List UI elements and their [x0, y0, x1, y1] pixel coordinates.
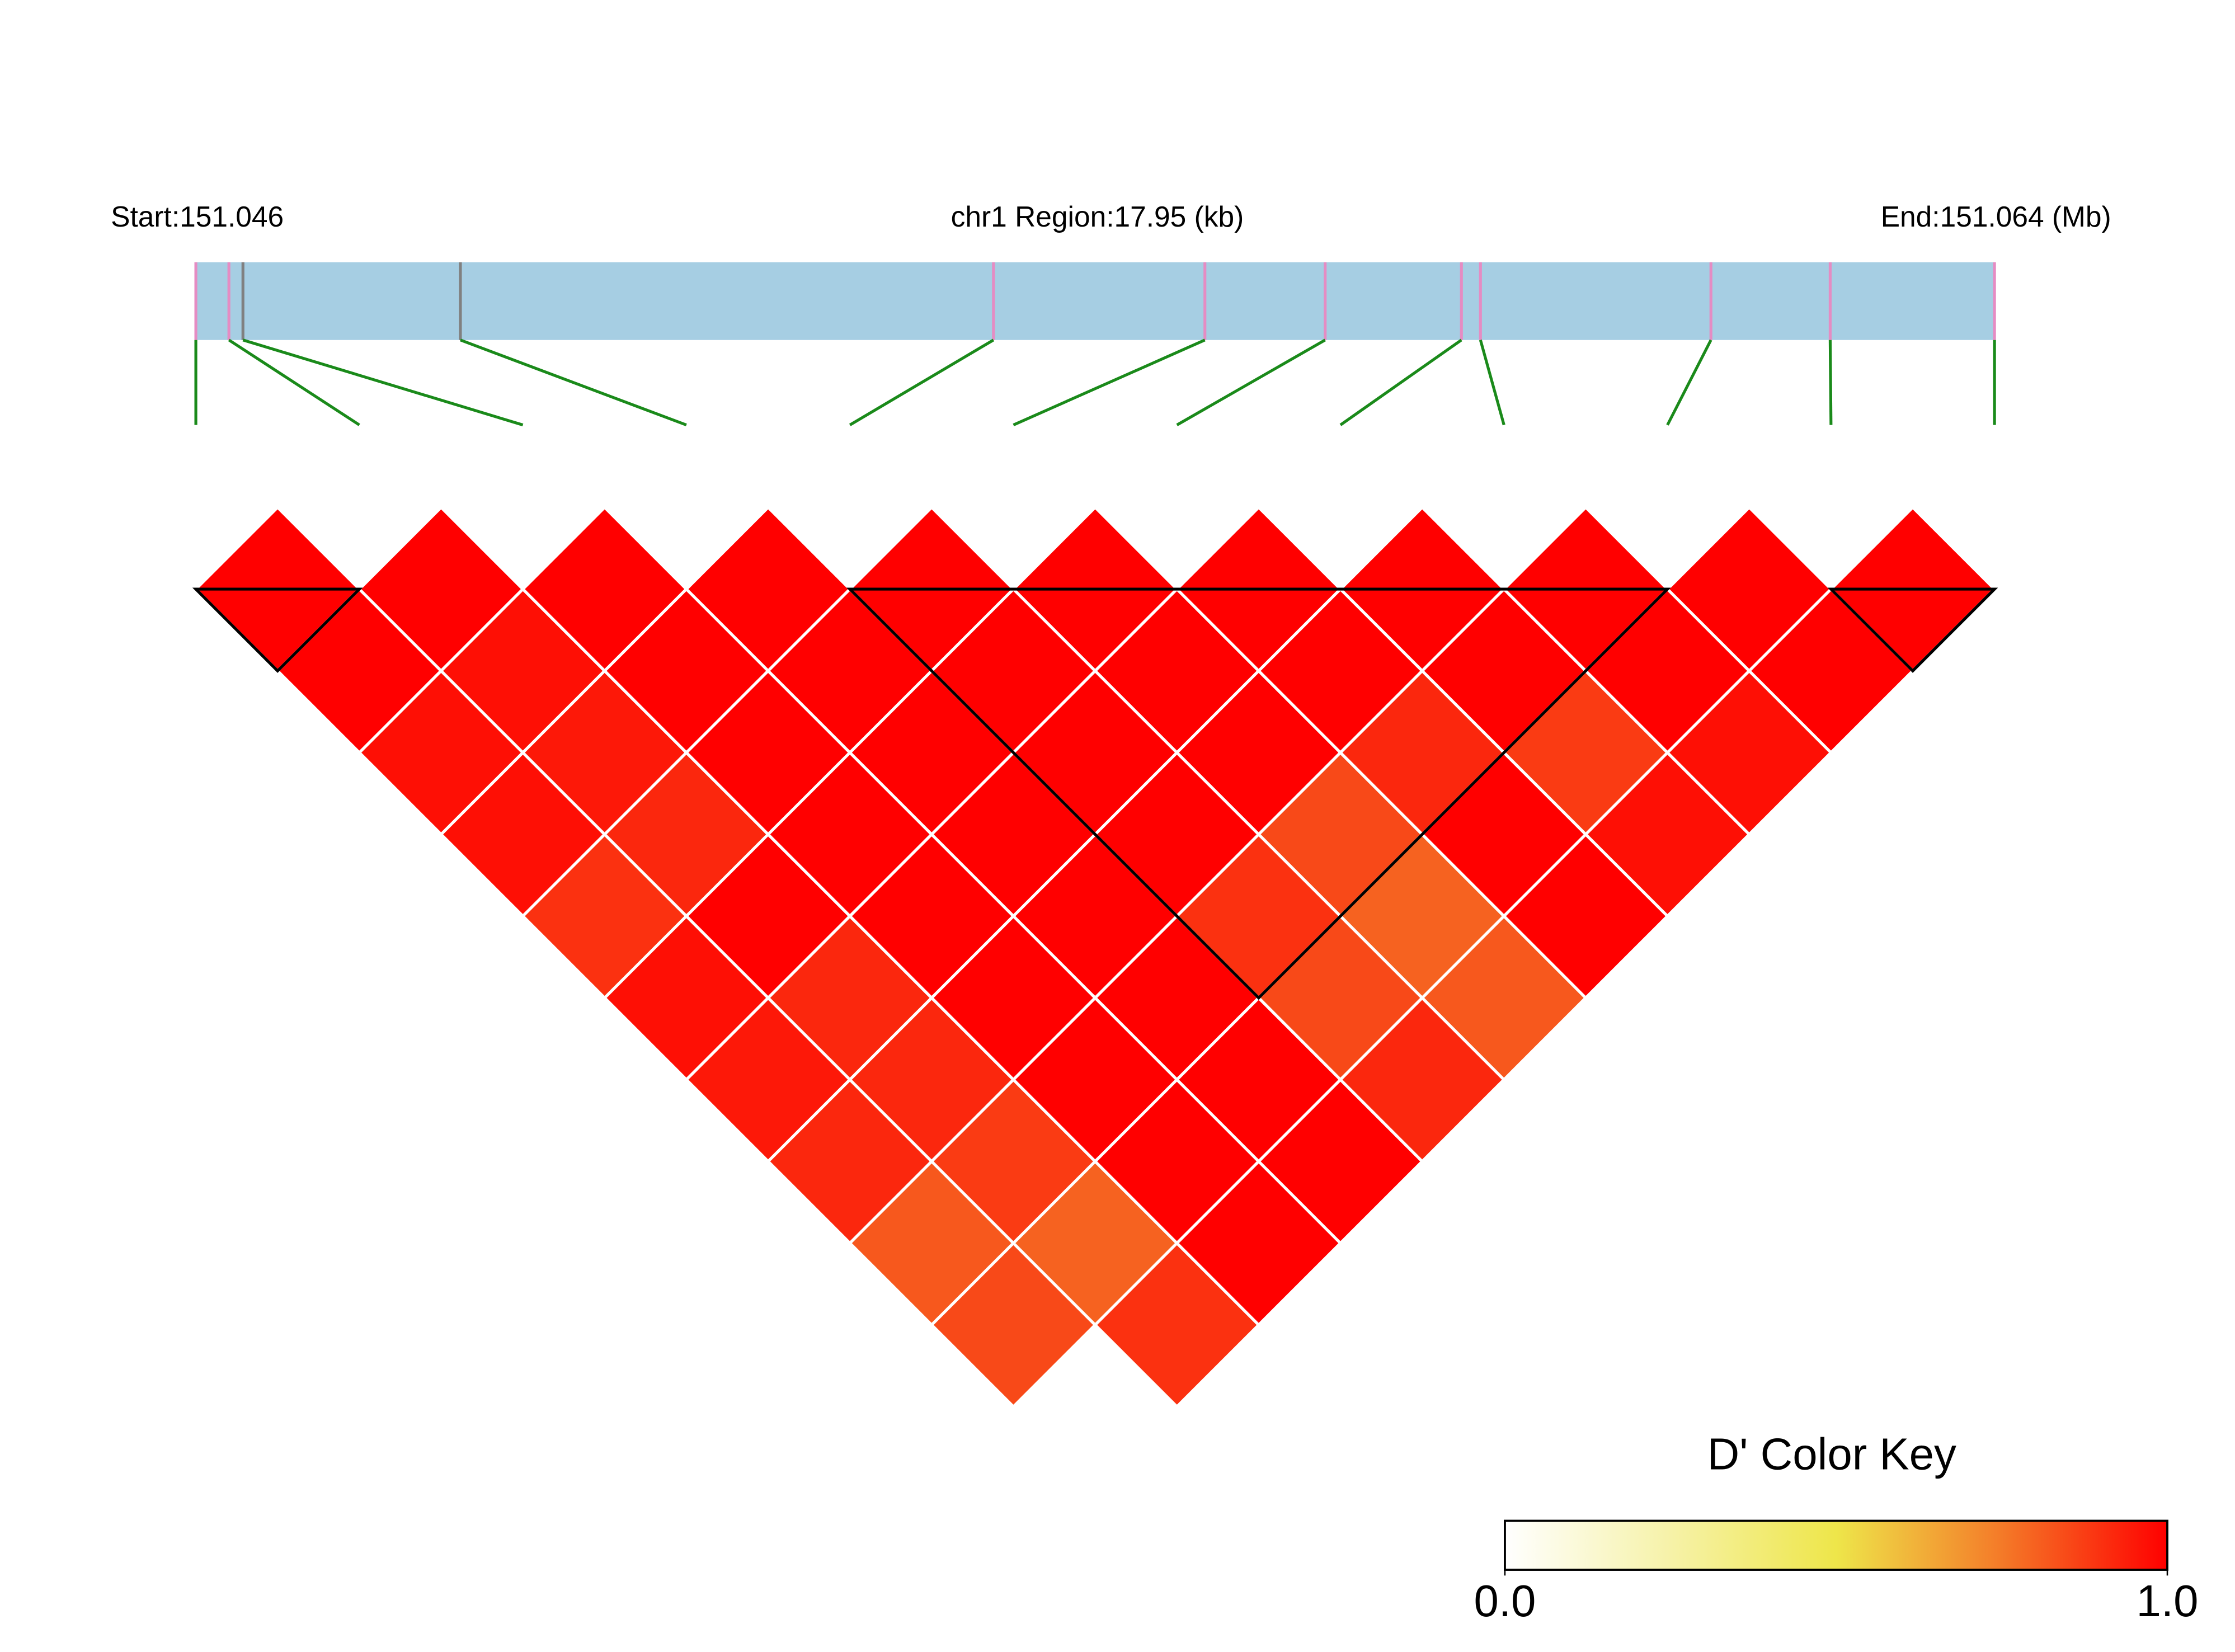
colorkey-tick-label: 1.0 [2137, 1576, 2199, 1626]
ld-block [192, 587, 363, 673]
snp-connector [228, 338, 360, 426]
ld-block [1827, 587, 1998, 673]
region-label: chr1 Region:17.95 (kb) [951, 200, 1244, 233]
snp-connector [1479, 340, 1505, 426]
snp-connector [460, 338, 687, 427]
snp-connector [1013, 338, 1206, 426]
snp-connector [1828, 340, 1833, 425]
ld-block [846, 587, 1671, 1000]
snp-connector [1666, 339, 1712, 426]
colorkey-tick-label: 0.0 [1474, 1576, 1536, 1626]
snp-connector [849, 338, 995, 426]
snp-connector [1339, 338, 1462, 426]
colorkey-title: D' Color Key [1707, 1429, 1956, 1479]
snp-connector [242, 338, 524, 427]
snp-connector [1176, 338, 1326, 426]
colorkey-bar [1504, 1519, 2168, 1571]
end-label: End:151.064 (Mb) [1881, 200, 2111, 233]
start-label: Start:151.046 [111, 200, 284, 233]
region-bar [196, 262, 1995, 340]
